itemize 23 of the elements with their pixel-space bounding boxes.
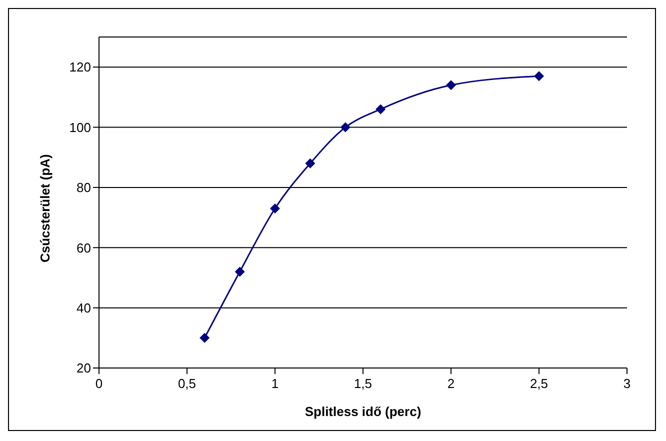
y-tick-label: 100 (69, 120, 91, 135)
x-tick-label: 3 (623, 376, 631, 391)
y-tick-label: 60 (76, 240, 91, 256)
x-tick-label: 0,5 (178, 376, 196, 391)
y-tick-label: 20 (76, 360, 91, 376)
point (270, 204, 280, 214)
point (446, 80, 456, 90)
y-tick-label: 40 (76, 300, 91, 316)
y-axis-title: Csúcsterület (pA) (38, 154, 53, 262)
x-tick-label: 2 (447, 376, 455, 391)
x-tick-label: 1,5 (354, 376, 372, 391)
point (534, 71, 544, 82)
x-tick-label: 0 (95, 376, 103, 391)
point (376, 104, 386, 114)
y-tick-label: 120 (69, 60, 91, 75)
point (305, 158, 316, 168)
point (340, 122, 350, 132)
point (234, 266, 245, 277)
x-tick-label: 2,5 (530, 376, 548, 391)
x-axis-title: Splitless idő (perc) (304, 404, 422, 419)
y-tick-label: 80 (76, 180, 91, 196)
x-tick-label: 1 (271, 376, 279, 391)
point (200, 332, 210, 343)
